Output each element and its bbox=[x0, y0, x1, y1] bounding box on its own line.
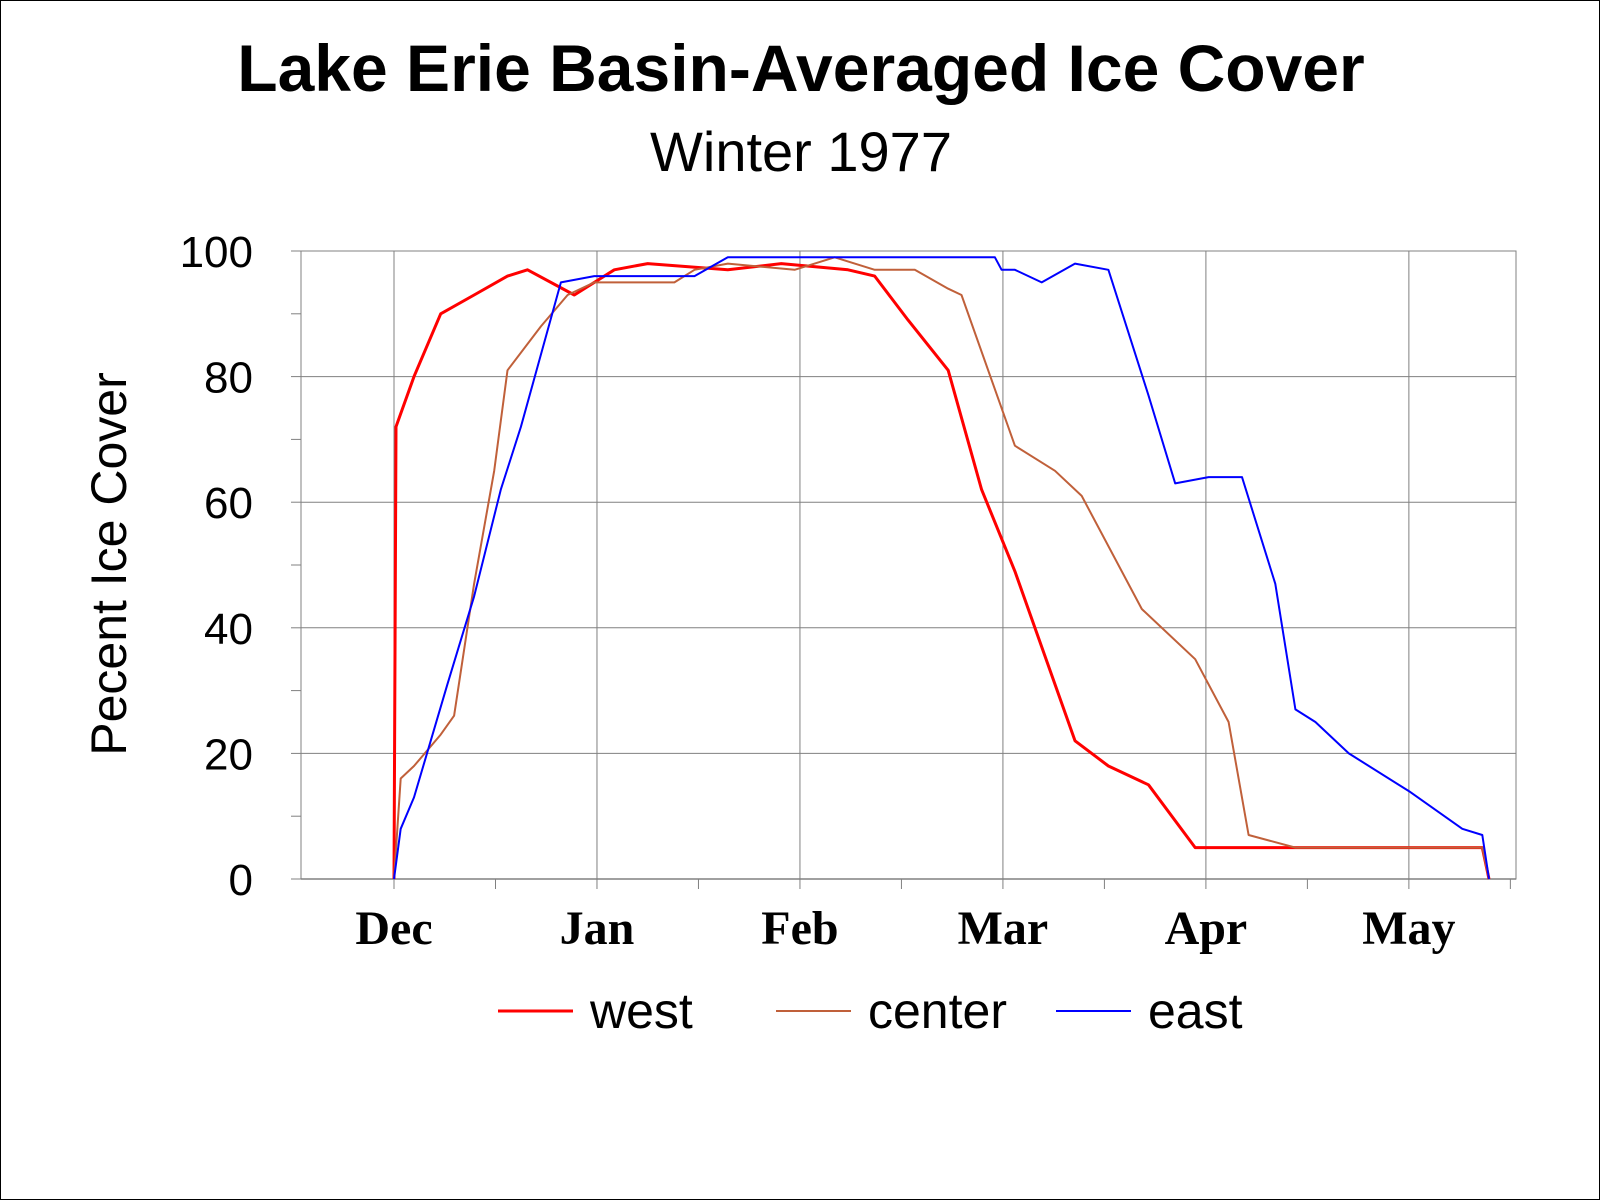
y-tick-label: 100 bbox=[180, 228, 253, 277]
y-tick-label: 40 bbox=[204, 605, 253, 654]
x-tick-label: May bbox=[1362, 902, 1455, 955]
series-line-center bbox=[393, 256, 1490, 880]
axes bbox=[291, 250, 1516, 889]
y-tick-label: 80 bbox=[204, 354, 253, 403]
grid-lines bbox=[301, 250, 1516, 880]
chart-title: Lake Erie Basin-Averaged Ice Cover bbox=[237, 31, 1364, 105]
x-tick-label: Mar bbox=[958, 902, 1049, 955]
y-tick-label: 60 bbox=[204, 479, 253, 528]
x-tick-label: Jan bbox=[560, 902, 635, 955]
y-tick-labels: 0 20 40 60 80 100 bbox=[180, 228, 253, 905]
y-axis-label: Pecent Ice Cover bbox=[81, 372, 137, 756]
legend-label-center: center bbox=[868, 983, 1007, 1039]
x-tick-labels: Dec Jan Feb Mar Apr May bbox=[355, 902, 1455, 955]
x-tick-label: Dec bbox=[355, 902, 432, 955]
x-tick-label: Feb bbox=[761, 902, 838, 955]
series-lines bbox=[392, 256, 1491, 880]
legend-label-west: west bbox=[589, 983, 693, 1039]
y-tick-label: 0 bbox=[229, 856, 253, 905]
legend: west center east bbox=[498, 983, 1243, 1039]
legend-label-east: east bbox=[1148, 983, 1243, 1039]
series-line-west bbox=[392, 262, 1491, 880]
chart-subtitle: Winter 1977 bbox=[650, 120, 952, 183]
series-line-east bbox=[393, 256, 1490, 880]
y-tick-label: 20 bbox=[204, 730, 253, 779]
x-tick-label: Apr bbox=[1165, 902, 1248, 955]
plot-area bbox=[300, 250, 1517, 880]
